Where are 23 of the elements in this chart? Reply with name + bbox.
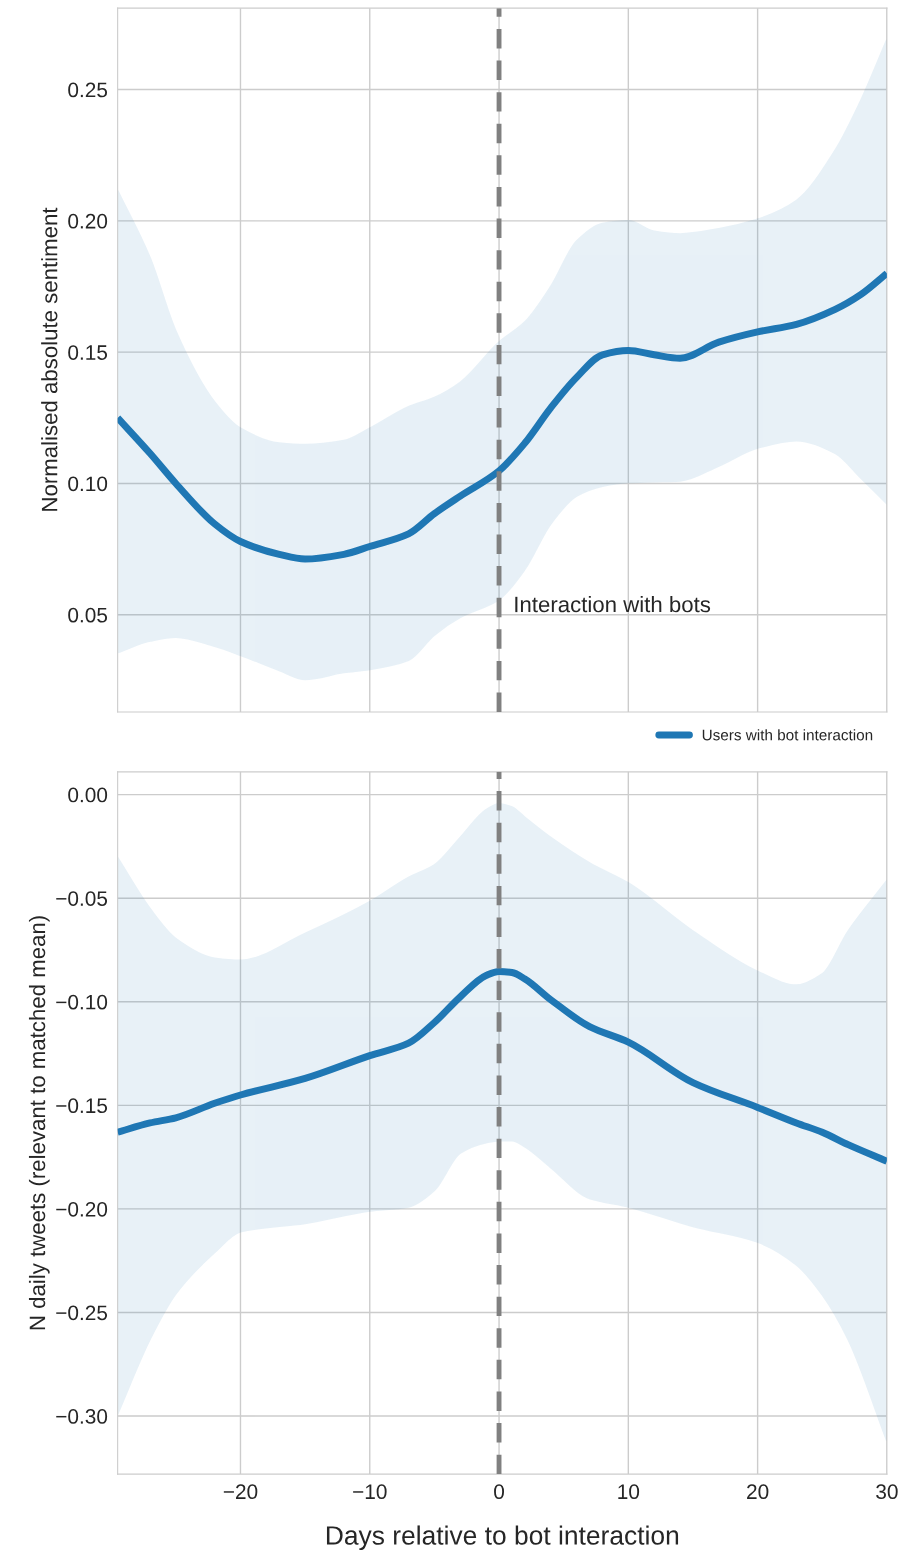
x-tick-label: 30: [876, 1484, 898, 1500]
y-tick-label: −0.10: [56, 994, 108, 1010]
x-tick-label: 0: [494, 1484, 505, 1500]
y-tick-label: 0.10: [68, 476, 108, 492]
y-tick-label: 0.00: [68, 787, 108, 803]
y-tick-label: −0.05: [56, 891, 108, 906]
y-axis-title: Normalised absolute sentiment: [41, 207, 58, 511]
y-tick-label: −0.15: [56, 1098, 108, 1114]
y-tick-label: 0.15: [68, 345, 108, 360]
x-tick-label: −10: [353, 1484, 387, 1500]
y-tick-label: 0.20: [68, 213, 108, 229]
y-tick-label: −0.25: [56, 1305, 108, 1321]
ref-line-label: Interaction with bots: [515, 596, 711, 613]
y-axis-title: N daily tweets (relevant to matched mean): [28, 916, 50, 1330]
x-tick-label: 10: [618, 1484, 640, 1500]
y-tick-label: −0.30: [56, 1409, 108, 1424]
y-tick-label: −0.20: [56, 1201, 108, 1217]
y-tick-label: 0.25: [68, 82, 108, 98]
x-tick-label: 20: [747, 1484, 769, 1500]
y-tick-label: 0.05: [68, 607, 108, 623]
legend-label: Users with bot interaction: [702, 729, 873, 741]
x-tick-label: −20: [223, 1484, 258, 1500]
x-axis-title: Days relative to bot interaction: [326, 1525, 679, 1551]
